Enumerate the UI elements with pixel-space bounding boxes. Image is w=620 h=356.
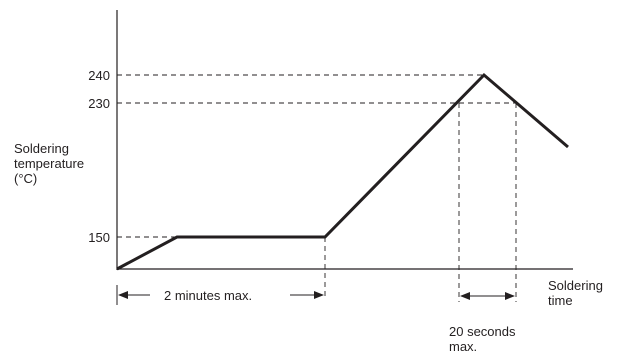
x-axis-label: Soldering time bbox=[548, 278, 603, 308]
y-tick-230: 230 bbox=[88, 96, 110, 111]
y-axis-label: Soldering temperature (°C) bbox=[14, 141, 84, 186]
x-axis-label-line-2: time bbox=[548, 293, 573, 308]
y-axis-label-line-3: (°C) bbox=[14, 171, 38, 186]
peak-window-label-line-1: 20 seconds bbox=[449, 324, 516, 339]
y-axis-label-line-2: temperature bbox=[14, 156, 85, 171]
temperature-profile-line bbox=[116, 72, 569, 271]
x-axis-label-line-1: Soldering bbox=[548, 278, 603, 293]
preheat-duration-label: 2 minutes max. bbox=[164, 288, 253, 303]
y-tick-150: 150 bbox=[88, 230, 110, 245]
peak-window-label: 20 seconds max. bbox=[449, 324, 516, 354]
peak-window-label-line-2: max. bbox=[449, 339, 478, 354]
y-tick-240: 240 bbox=[88, 68, 110, 83]
y-axis-label-line-1: Soldering bbox=[14, 141, 69, 156]
